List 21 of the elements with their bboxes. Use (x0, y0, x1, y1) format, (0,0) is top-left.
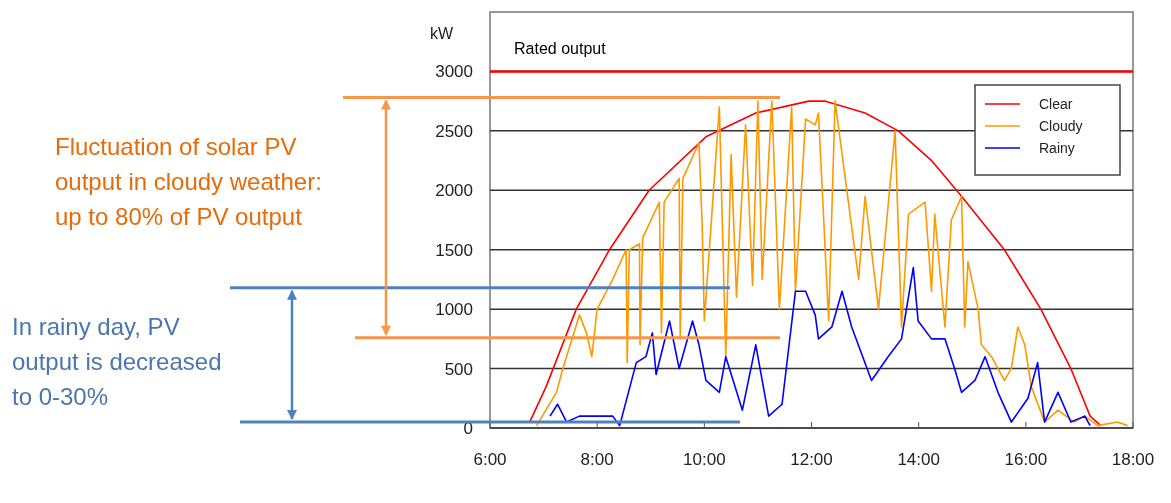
y-tick-label: 2000 (435, 181, 473, 201)
ref-line-label: Rated output (514, 40, 607, 58)
legend-label: Clear (1039, 96, 1073, 112)
x-tick-label: 16:00 (1004, 450, 1048, 469)
y-tick-label: 3000 (435, 62, 473, 82)
x-tick-label: 12:00 (790, 450, 833, 469)
y-tick-label: 500 (444, 359, 473, 379)
x-tick-label: 8:00 (580, 450, 614, 469)
text: In rainy day, PV output is decreased to 0-30% (12, 313, 222, 410)
x-tick-label: 10:00 (683, 450, 726, 469)
y-tick-label: 1500 (435, 240, 473, 260)
legend-label: Rainy (1039, 140, 1075, 156)
legend-label: Cloudy (1039, 118, 1083, 134)
text: Fluctuation of solar PV output in cloudy weather: up to 80% of PV output (55, 133, 322, 230)
y-tick-label: 1000 (435, 300, 473, 320)
x-tick-label: 18:00 (1111, 450, 1155, 469)
y-tick-label: 2500 (435, 121, 473, 141)
x-tick-label: 6:00 (473, 450, 507, 469)
y-axis-title: kW (430, 25, 454, 42)
x-tick-label: 14:00 (897, 450, 940, 469)
line-series (549, 266, 1091, 427)
